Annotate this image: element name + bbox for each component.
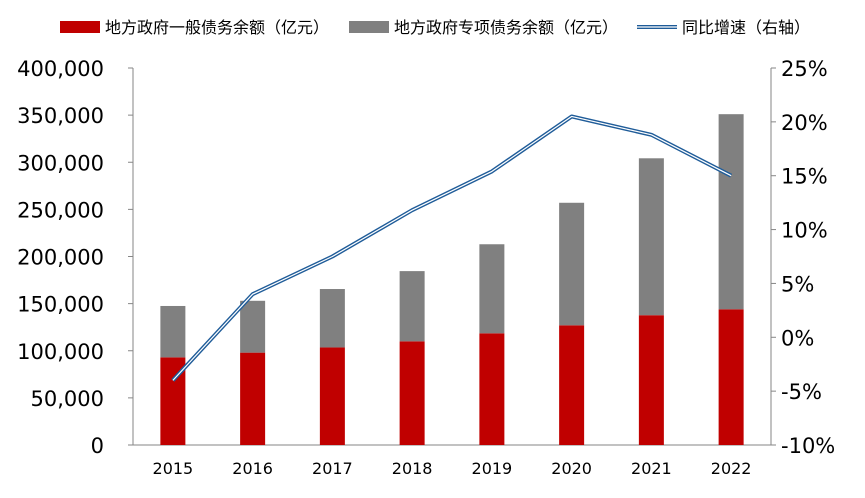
right-tick-label: 0% <box>781 326 814 350</box>
right-tick-label: 10% <box>781 219 828 243</box>
axes <box>128 68 776 445</box>
legend-growth-label: 同比增速（右轴） <box>682 18 810 37</box>
left-tick-label: 100,000 <box>17 340 104 364</box>
tick-labels: 0 50,000 100,000 150,000 200,000 250,000 300,0… <box>17 57 835 478</box>
x-tick-label: 2016 <box>232 459 273 478</box>
right-tick-label: 5% <box>781 272 814 296</box>
left-tick-label: 350,000 <box>17 104 104 128</box>
bar-general-debt <box>559 325 584 445</box>
bar-general-debt <box>719 309 744 445</box>
legend-special-debt-label: 地方政府专项债务余额（亿元） <box>394 18 618 37</box>
x-tick-label: 2018 <box>392 459 433 478</box>
left-tick-label: 400,000 <box>17 57 104 81</box>
legend-growth: 同比增速（右轴） <box>637 18 810 37</box>
bar-special-debt <box>160 306 185 357</box>
right-tick-label: -5% <box>781 380 822 404</box>
right-tick-label: 20% <box>781 111 828 135</box>
x-tick-label: 2015 <box>153 459 194 478</box>
right-tick-label: -10% <box>781 434 835 458</box>
bar-special-debt <box>719 114 744 309</box>
bars <box>160 114 743 445</box>
bar-special-debt <box>639 158 664 315</box>
left-tick-label: 200,000 <box>17 246 104 270</box>
bar-general-debt <box>400 341 425 445</box>
bar-general-debt <box>479 333 504 445</box>
left-tick-label: 300,000 <box>17 151 104 175</box>
bar-general-debt <box>639 315 664 445</box>
right-tick-label: 15% <box>781 165 828 189</box>
x-tick-label: 2019 <box>472 459 513 478</box>
bar-special-debt <box>320 289 345 347</box>
legend-special-debt-swatch <box>349 21 389 33</box>
left-tick-label: 50,000 <box>31 387 104 411</box>
x-tick-label: 2022 <box>711 459 752 478</box>
bar-general-debt <box>240 353 265 445</box>
bar-special-debt <box>559 203 584 326</box>
legend-general-debt: 地方政府一般债务余额（亿元） <box>60 18 329 37</box>
legend-general-debt-label: 地方政府一般债务余额（亿元） <box>105 18 329 37</box>
x-tick-label: 2020 <box>551 459 592 478</box>
left-tick-label: 250,000 <box>17 198 104 222</box>
bar-special-debt <box>400 271 425 341</box>
legend: 地方政府一般债务余额（亿元） 地方政府专项债务余额（亿元） 同比增速（右轴） <box>60 18 810 37</box>
legend-special-debt: 地方政府专项债务余额（亿元） <box>349 18 618 37</box>
x-tick-label: 2017 <box>312 459 353 478</box>
right-tick-label: 25% <box>781 57 828 81</box>
x-tick-label: 2021 <box>631 459 672 478</box>
bar-special-debt <box>479 244 504 333</box>
bar-special-debt <box>240 301 265 353</box>
left-tick-label: 150,000 <box>17 293 104 317</box>
bar-general-debt <box>320 347 345 445</box>
left-tick-label: 0 <box>91 434 104 458</box>
legend-general-debt-swatch <box>60 21 100 33</box>
